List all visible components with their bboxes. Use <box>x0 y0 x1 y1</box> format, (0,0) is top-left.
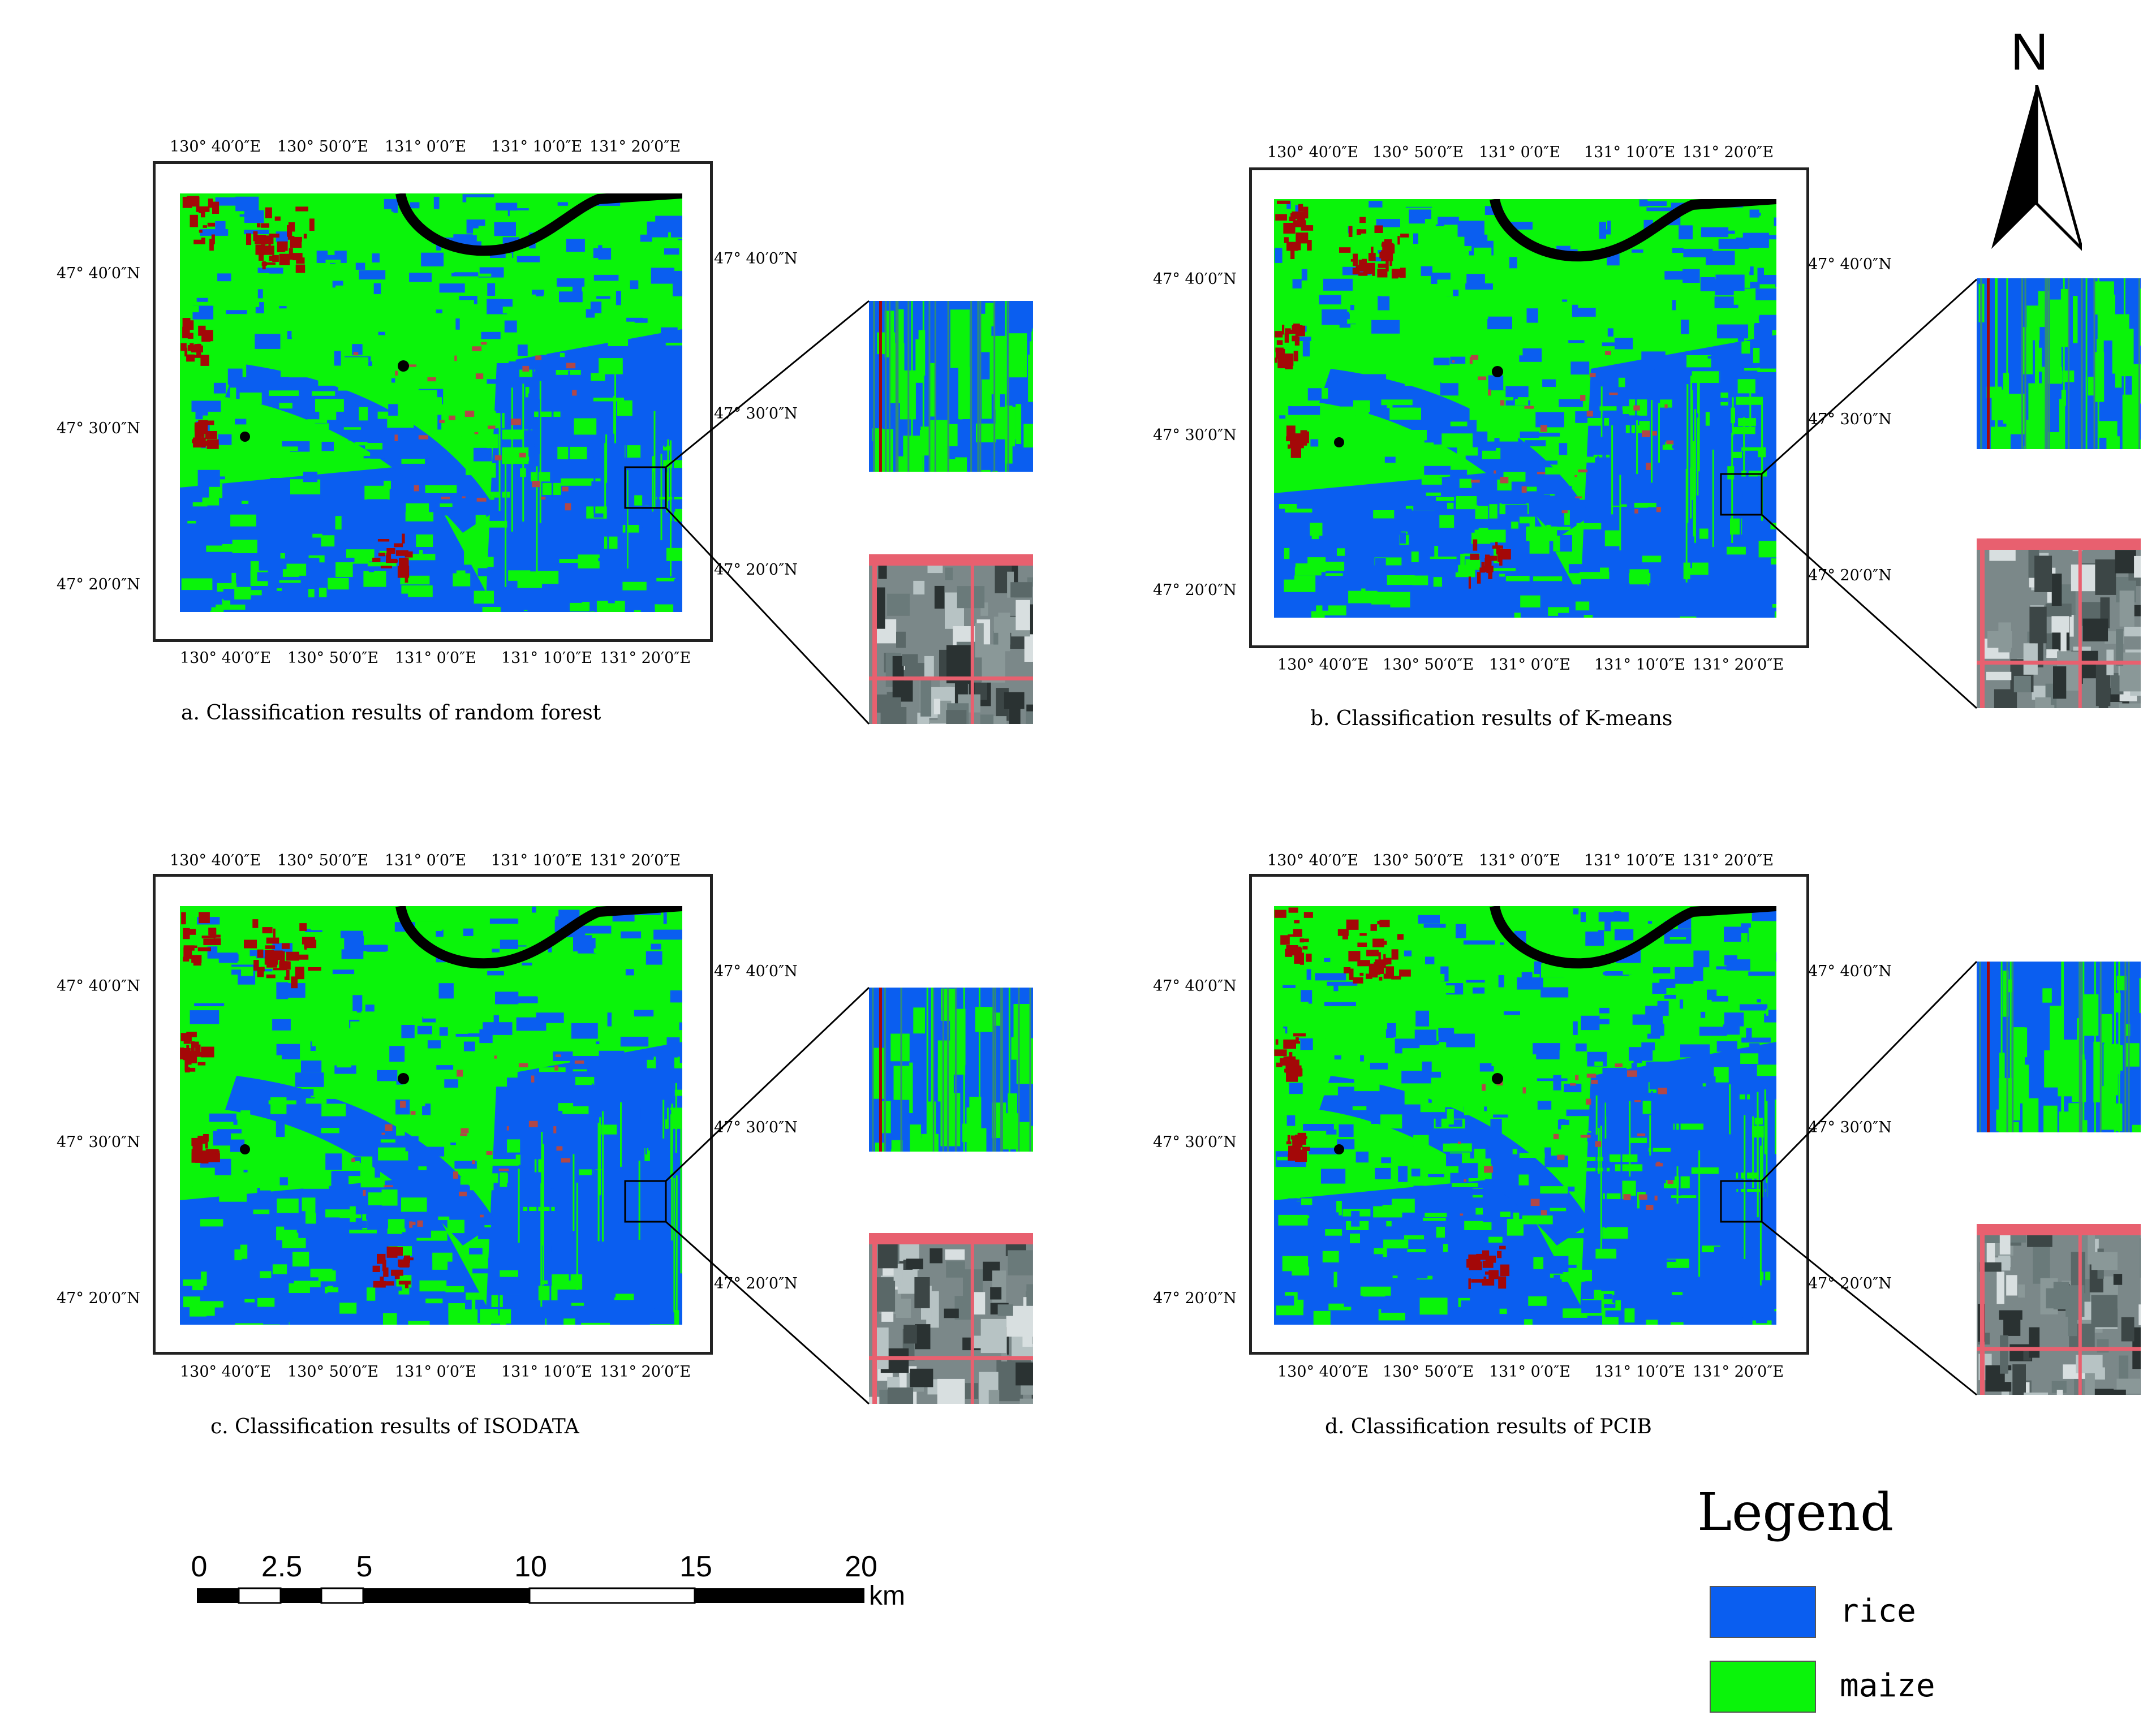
lon-tick-bottom: 131° 20′0″E <box>1693 1363 1784 1381</box>
lon-tick-bottom: 131° 20′0″E <box>1693 656 1784 674</box>
lat-tick-right: 47° 30′0″N <box>714 405 798 423</box>
lon-tick-top: 130° 50′0″E <box>1372 852 1464 869</box>
lat-tick-left: 47° 30′0″N <box>57 1133 140 1151</box>
lat-tick-right: 47° 20′0″N <box>714 561 798 579</box>
lat-tick-left: 47° 20′0″N <box>1153 581 1237 599</box>
lon-tick-top: 130° 40′0″E <box>1267 852 1359 869</box>
lon-tick-top: 131° 0′0″E <box>1479 144 1560 161</box>
lon-tick-bottom: 131° 0′0″E <box>1489 1363 1570 1381</box>
lat-tick-left: 47° 20′0″N <box>57 576 140 593</box>
lon-tick-bottom: 130° 40′0″E <box>180 1363 272 1381</box>
lon-tick-top: 130° 50′0″E <box>277 852 369 869</box>
panel-caption: b. Classification results of K-means <box>1310 707 1673 730</box>
lat-tick-right: 47° 30′0″N <box>1808 411 1892 428</box>
lon-tick-top: 130° 40′0″E <box>1267 144 1359 161</box>
lat-tick-left: 47° 40′0″N <box>1153 270 1237 288</box>
north-arrow: N <box>1980 23 2093 251</box>
lat-tick-right: 47° 30′0″N <box>714 1119 798 1136</box>
lon-tick-top: 130° 50′0″E <box>1372 144 1464 161</box>
legend-label-maize: maize <box>1840 1667 1935 1704</box>
lon-tick-bottom: 131° 0′0″E <box>395 1363 476 1381</box>
classification-map <box>180 193 682 612</box>
scale-label: 0 <box>191 1550 208 1583</box>
scale-label: 5 <box>356 1550 373 1583</box>
scale-bar-graphic <box>197 1587 864 1604</box>
lat-tick-left: 47° 20′0″N <box>57 1290 140 1307</box>
legend-swatch-maize <box>1710 1661 1816 1713</box>
lon-tick-top: 130° 40′0″E <box>170 852 261 869</box>
lon-tick-bottom: 130° 40′0″E <box>180 649 272 667</box>
zoom-inset-classification <box>869 988 1033 1152</box>
lat-tick-left: 47° 40′0″N <box>1153 977 1237 995</box>
lat-tick-right: 47° 40′0″N <box>1808 256 1892 273</box>
scale-label: 10 <box>514 1550 547 1583</box>
lat-tick-left: 47° 40′0″N <box>57 265 140 282</box>
panel-caption: a. Classification results of random fore… <box>181 701 601 725</box>
lon-tick-top: 131° 0′0″E <box>385 138 466 156</box>
lon-tick-top: 131° 0′0″E <box>385 852 466 869</box>
lon-tick-bottom: 131° 10′0″E <box>501 649 593 667</box>
lat-tick-right: 47° 20′0″N <box>1808 567 1892 584</box>
lon-tick-top: 131° 10′0″E <box>491 852 583 869</box>
legend-label-rice: rice <box>1840 1593 1916 1630</box>
lon-tick-bottom: 130° 50′0″E <box>287 1363 379 1381</box>
lon-tick-bottom: 130° 50′0″E <box>287 649 379 667</box>
lon-tick-top: 130° 50′0″E <box>277 138 369 156</box>
panel-caption: c. Classification results of ISODATA <box>210 1415 579 1438</box>
lon-tick-top: 131° 20′0″E <box>589 852 681 869</box>
lat-tick-right: 47° 40′0″N <box>714 250 798 268</box>
lon-tick-top: 130° 40′0″E <box>170 138 261 156</box>
scale-label: 15 <box>679 1550 712 1583</box>
scale-unit: km <box>869 1581 905 1611</box>
zoom-inset-satellite-image <box>869 554 1033 724</box>
north-label: N <box>2011 23 2049 81</box>
lat-tick-left: 47° 40′0″N <box>57 977 140 995</box>
scale-label: 20 <box>845 1550 877 1583</box>
lon-tick-top: 131° 10′0″E <box>1584 144 1676 161</box>
lon-tick-top: 131° 10′0″E <box>491 138 583 156</box>
lon-tick-bottom: 131° 10′0″E <box>501 1363 593 1381</box>
legend: Legend rice maize <box>1692 1482 2031 1719</box>
lat-tick-right: 47° 20′0″N <box>714 1275 798 1292</box>
lat-tick-right: 47° 20′0″N <box>1808 1275 1892 1292</box>
lon-tick-bottom: 131° 0′0″E <box>1489 656 1570 674</box>
lon-tick-top: 131° 0′0″E <box>1479 852 1560 869</box>
scale-label: 2.5 <box>261 1550 303 1583</box>
lat-tick-right: 47° 30′0″N <box>1808 1119 1892 1136</box>
lon-tick-top: 131° 10′0″E <box>1584 852 1676 869</box>
classification-map <box>180 906 682 1325</box>
panel-caption: d. Classification results of PCIB <box>1325 1415 1652 1438</box>
lon-tick-bottom: 131° 20′0″E <box>600 649 691 667</box>
classification-map <box>1274 199 1776 618</box>
lat-tick-left: 47° 20′0″N <box>1153 1290 1237 1307</box>
lon-tick-top: 131° 20′0″E <box>1682 144 1774 161</box>
zoom-inset-classification <box>1977 278 2141 449</box>
lon-tick-top: 131° 20′0″E <box>589 138 681 156</box>
lon-tick-bottom: 130° 50′0″E <box>1383 656 1474 674</box>
lon-tick-bottom: 131° 0′0″E <box>395 649 476 667</box>
lat-tick-left: 47° 30′0″N <box>1153 1133 1237 1151</box>
lat-tick-left: 47° 30′0″N <box>57 420 140 437</box>
zoom-inset-classification <box>1977 962 2141 1132</box>
lon-tick-bottom: 130° 40′0″E <box>1277 656 1369 674</box>
legend-title: Legend <box>1697 1482 1894 1542</box>
zoom-inset-satellite-image <box>1977 1224 2141 1395</box>
legend-swatch-rice <box>1710 1586 1816 1638</box>
lon-tick-bottom: 131° 10′0″E <box>1594 1363 1686 1381</box>
lon-tick-top: 131° 20′0″E <box>1682 852 1774 869</box>
zoom-inset-satellite-image <box>869 1233 1033 1404</box>
scale-bar: 0 2.5 5 10 15 20 km <box>170 1538 962 1623</box>
classification-map <box>1274 906 1776 1325</box>
north-arrow-icon <box>1991 85 2082 251</box>
lon-tick-bottom: 130° 40′0″E <box>1277 1363 1369 1381</box>
lat-tick-right: 47° 40′0″N <box>1808 963 1892 980</box>
lat-tick-left: 47° 30′0″N <box>1153 426 1237 444</box>
lon-tick-bottom: 130° 50′0″E <box>1383 1363 1474 1381</box>
zoom-inset-classification <box>869 301 1033 472</box>
lat-tick-right: 47° 40′0″N <box>714 963 798 980</box>
zoom-inset-satellite-image <box>1977 538 2141 708</box>
lon-tick-bottom: 131° 20′0″E <box>600 1363 691 1381</box>
lon-tick-bottom: 131° 10′0″E <box>1594 656 1686 674</box>
